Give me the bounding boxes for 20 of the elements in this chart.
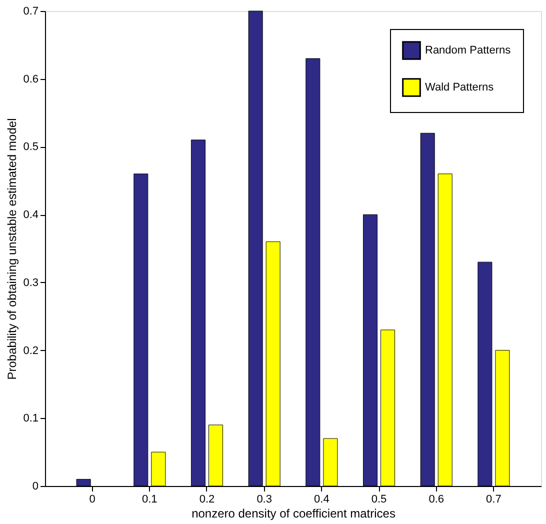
y-tick-label: 0.3 — [23, 276, 38, 289]
y-tick-label: 0.5 — [23, 141, 38, 154]
y-tick-label: 0.1 — [23, 412, 38, 425]
y-tick-label: 0.2 — [23, 344, 38, 357]
y-tick-label: 0.4 — [23, 209, 38, 222]
x-tick-label: 0 — [89, 494, 96, 506]
x-tick-label: 0.6 — [428, 494, 444, 506]
x-axis-title: nonzero density of coefficient matrices — [192, 506, 396, 520]
x-tick-label: 0.5 — [371, 494, 387, 506]
legend-label: Random Patterns — [425, 44, 512, 56]
x-tick-label: 0.2 — [199, 494, 215, 506]
y-tick-label: 0.6 — [23, 73, 38, 86]
x-tick-label: 0.4 — [314, 494, 330, 506]
x-tick-label: 0.3 — [256, 494, 272, 506]
x-tick-label: 0.7 — [486, 494, 502, 506]
y-axis-title: Probability of obtaining unstable estimated model — [5, 118, 20, 380]
legend-label: Wald Patterns — [425, 82, 494, 94]
x-tick-label: 0.1 — [142, 494, 158, 506]
y-tick-label: 0 — [32, 480, 38, 492]
y-tick-label: 0.7 — [23, 6, 38, 18]
